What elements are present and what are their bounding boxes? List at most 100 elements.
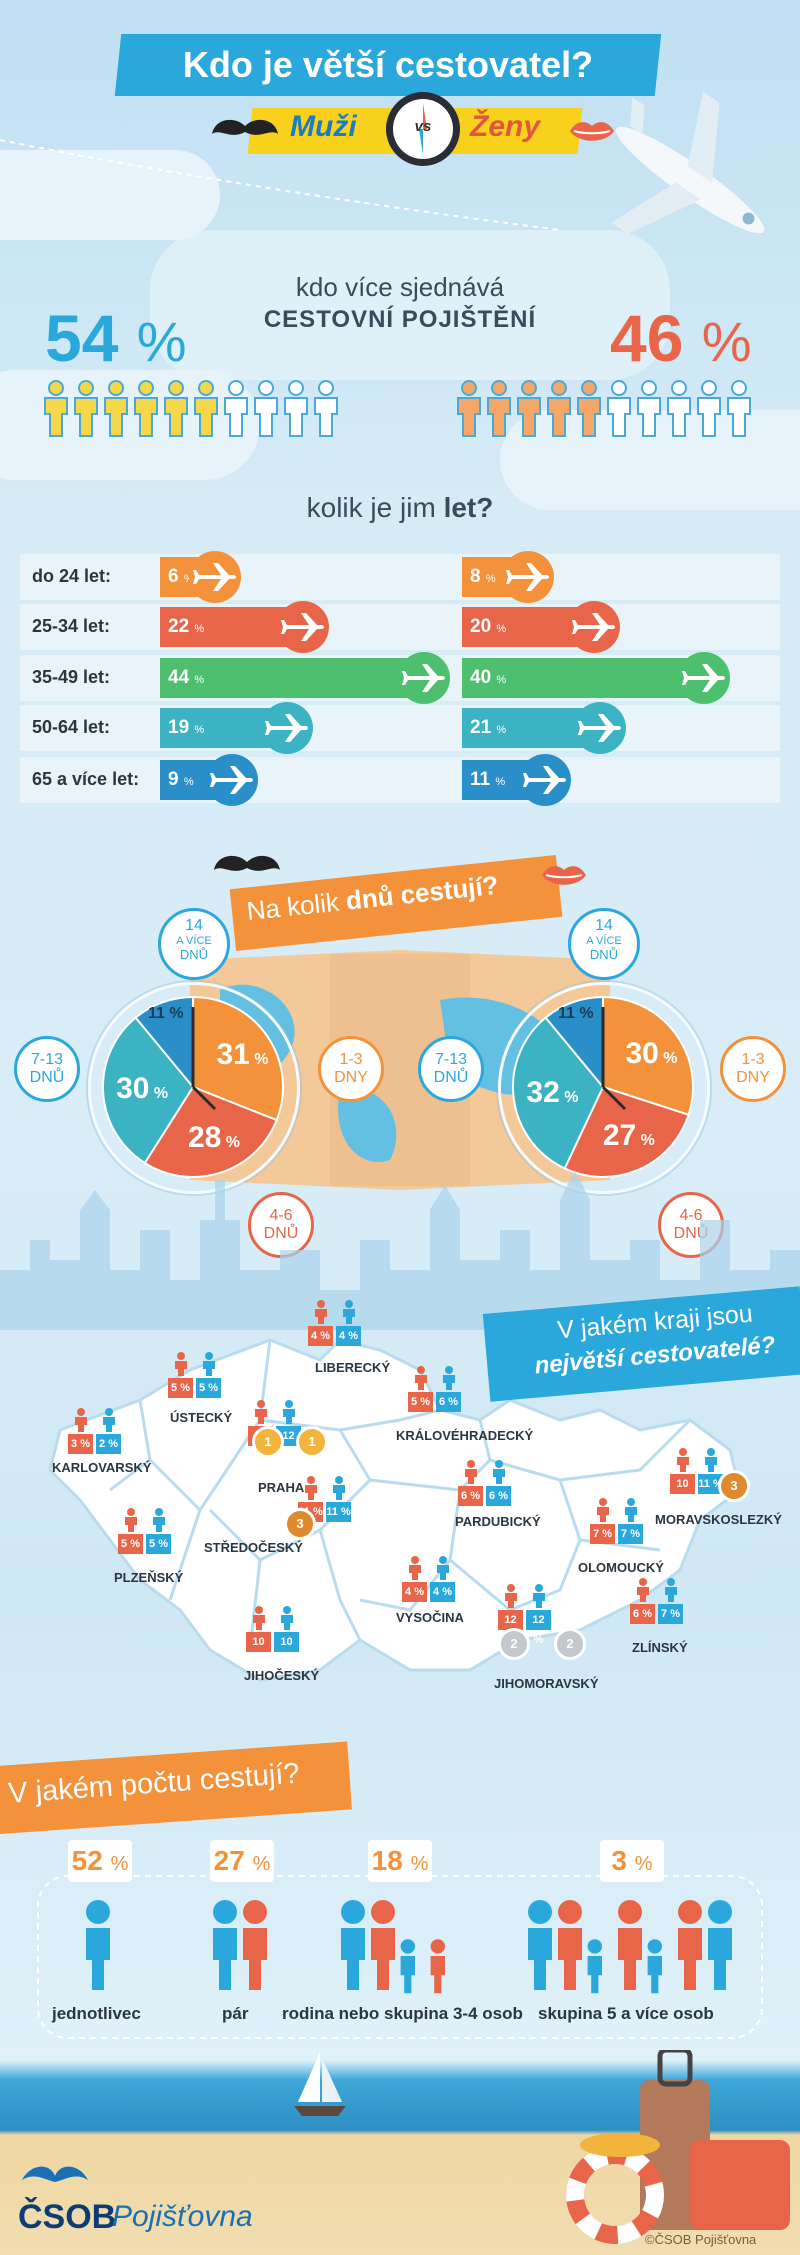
group-label: pár	[222, 2004, 249, 2023]
pie-slice-label: 11 %	[147, 1005, 184, 1023]
region-value: 11 %	[326, 1502, 351, 1522]
medal-icon: 1	[296, 1426, 328, 1458]
age-bar-value: 11 %	[470, 769, 506, 790]
pie-slice-label: 28 %	[187, 1121, 241, 1155]
pie-chart-men	[102, 995, 284, 1178]
person-icon	[697, 380, 721, 437]
man-icon	[414, 1366, 428, 1390]
woman-icon	[436, 1556, 450, 1580]
label-7-13-days-women: 7-13 DNŮ	[418, 1036, 484, 1102]
days-section	[0, 940, 800, 1270]
people-group-icon	[86, 1900, 110, 1990]
age-row	[20, 604, 780, 650]
region-value: 3 %	[68, 1434, 93, 1454]
region-value: 7 %	[658, 1604, 683, 1624]
region-value: 5 %	[196, 1378, 221, 1398]
label-1-3-days-men: 1-3 DNY	[318, 1036, 384, 1102]
group-percent: 27 %	[210, 1840, 274, 1882]
man-icon	[504, 1584, 518, 1608]
age-bar: 20 %	[462, 601, 620, 653]
region-name: KRÁLOVÉHRADECKÝ	[396, 1428, 534, 1443]
sailboat-icon	[294, 2052, 346, 2116]
plane-icon	[189, 551, 241, 603]
age-bar-value: 22 %	[168, 616, 205, 637]
man-icon	[252, 1606, 266, 1630]
region-name: JIHOČESKÝ	[244, 1668, 320, 1683]
region-value: 11 %	[698, 1474, 723, 1494]
woman-icon	[624, 1498, 638, 1522]
age-category-label: 35-49 let:	[32, 667, 111, 687]
city-skyline	[0, 1170, 800, 1330]
person-icon	[74, 380, 98, 437]
vs-label: vs	[414, 118, 432, 135]
region-name: VYSOČINA	[396, 1610, 464, 1625]
region-stats: 3 % 2 %	[68, 1408, 122, 1454]
person-icon	[457, 380, 481, 437]
label-14-days-men: 14 A VÍCE DNŮ	[158, 908, 230, 980]
group-label: rodina nebo skupina 3-4 osob	[282, 2004, 523, 2023]
medal-icon: 3	[718, 1470, 750, 1502]
person-icon	[44, 380, 68, 437]
age-category-label: 25-34 let:	[32, 616, 111, 636]
plane-icon	[502, 551, 554, 603]
region-value: 7 %	[590, 1524, 615, 1544]
pie-slice	[544, 995, 604, 1090]
person-icon	[577, 380, 601, 437]
region-name: PARDUBICKÝ	[455, 1514, 541, 1529]
region-stats: 7 % 7 %	[590, 1498, 644, 1544]
region-value: 5 %	[408, 1392, 433, 1412]
man-icon	[676, 1448, 690, 1472]
women-label: Ženy	[470, 110, 541, 143]
region-name: KARLOVARSKÝ	[52, 1460, 152, 1475]
pie-slice	[512, 1016, 605, 1170]
person-icon	[607, 380, 631, 437]
person-icon	[254, 380, 278, 437]
age-bar: 19 %	[160, 702, 313, 754]
person-icon	[547, 380, 571, 437]
region-name: MORAVSKOSLEZKÝ	[655, 1512, 782, 1527]
plane-icon	[205, 754, 258, 806]
region-value: 7 %	[618, 1524, 643, 1544]
men-label: Muži	[290, 110, 357, 143]
flight-path	[0, 139, 561, 231]
man-icon	[596, 1498, 610, 1522]
person-icon	[727, 380, 751, 437]
region-stats: 4 % 4 %	[308, 1300, 362, 1346]
person-icon	[487, 380, 511, 437]
man-icon	[124, 1508, 138, 1532]
region-value: 5 %	[168, 1378, 193, 1398]
man-icon	[464, 1460, 478, 1484]
age-bar-value: 21 %	[470, 717, 507, 738]
woman-icon	[102, 1408, 116, 1432]
woman-icon	[492, 1460, 506, 1484]
region-name: ZLÍNSKÝ	[632, 1640, 688, 1655]
age-bar: 21 %	[462, 702, 626, 754]
woman-icon	[342, 1300, 356, 1324]
pie-slice-label: 11 %	[557, 1005, 594, 1023]
region-name: PRAHA	[258, 1480, 305, 1495]
woman-icon	[442, 1366, 456, 1390]
age-bar-value: 19 %	[168, 717, 205, 738]
women-people-icons	[457, 380, 751, 437]
group-percent: 52 %	[68, 1840, 132, 1882]
luggage-beach-icon	[566, 2050, 790, 2244]
lips-icon	[570, 122, 614, 141]
region-value: 10 %	[670, 1474, 695, 1510]
man-icon	[304, 1476, 318, 1500]
region-value: 10 %	[246, 1632, 271, 1668]
age-bar: 40 %	[462, 652, 730, 704]
man-icon	[254, 1400, 268, 1424]
plane-icon	[568, 601, 620, 653]
region-value: 5 %	[146, 1534, 171, 1554]
region-name: ÚSTECKÝ	[170, 1410, 233, 1425]
age-bar: 22 %	[160, 601, 329, 653]
age-row	[20, 554, 780, 600]
label-7-13-days-men: 7-13 DNŮ	[14, 1036, 80, 1102]
age-bar: 11 %	[462, 754, 571, 806]
woman-icon	[332, 1476, 346, 1500]
cloud	[0, 370, 260, 480]
people-group-icon	[528, 1900, 732, 1994]
region-value: 6 %	[436, 1392, 461, 1412]
region-name: PLZEŇSKÝ	[114, 1570, 184, 1585]
